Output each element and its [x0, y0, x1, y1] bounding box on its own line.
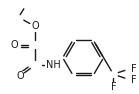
Text: F: F	[131, 75, 137, 85]
Text: F: F	[131, 64, 137, 74]
Text: O: O	[31, 21, 39, 31]
Text: O: O	[11, 40, 18, 50]
Text: NH: NH	[45, 60, 60, 70]
Text: F: F	[111, 82, 116, 92]
Text: O: O	[16, 71, 24, 81]
